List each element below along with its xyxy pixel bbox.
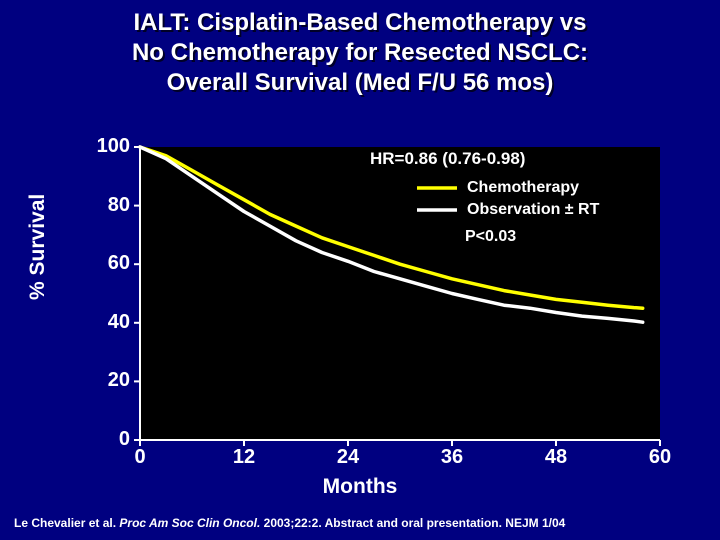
legend-label-obs: Observation ± RT	[467, 201, 599, 219]
x-tick-60: 60	[640, 446, 680, 469]
title-line-2: No Chemotherapy for Resected NSCLC:	[0, 38, 720, 68]
survival-chart: HR=0.86 (0.76-0.98) Chemotherapy Observa…	[70, 145, 670, 475]
x-tick-36: 36	[432, 446, 472, 469]
x-tick-24: 24	[328, 446, 368, 469]
x-tick-12: 12	[224, 446, 264, 469]
citation: Le Chevalier et al. Proc Am Soc Clin Onc…	[14, 516, 565, 530]
citation-suffix: 2003;22:2. Abstract and oral presentatio…	[264, 516, 566, 530]
legend-swatch-obs	[415, 204, 459, 216]
title-line-3: Overall Survival (Med F/U 56 mos)	[0, 68, 720, 98]
citation-italic: Proc Am Soc Clin Oncol.	[119, 516, 263, 530]
slide-title: IALT: Cisplatin-Based Chemotherapy vs No…	[0, 8, 720, 98]
x-tick-0: 0	[120, 446, 160, 469]
y-tick-100: 100	[80, 135, 130, 158]
legend: Chemotherapy Observation ± RT	[415, 177, 599, 221]
hr-annotation: HR=0.86 (0.76-0.98)	[370, 149, 525, 169]
legend-row-chemo: Chemotherapy	[415, 177, 599, 199]
y-tick-60: 60	[80, 252, 130, 275]
slide: IALT: Cisplatin-Based Chemotherapy vs No…	[0, 0, 720, 540]
y-axis-label: % Survival	[26, 194, 50, 300]
title-line-1: IALT: Cisplatin-Based Chemotherapy vs	[0, 8, 720, 38]
y-tick-20: 20	[80, 369, 130, 392]
pvalue-annotation: P<0.03	[465, 228, 516, 246]
citation-prefix: Le Chevalier et al.	[14, 516, 119, 530]
x-axis-label: Months	[0, 475, 720, 499]
y-tick-40: 40	[80, 311, 130, 334]
legend-row-obs: Observation ± RT	[415, 199, 599, 221]
legend-label-chemo: Chemotherapy	[467, 179, 579, 197]
x-tick-48: 48	[536, 446, 576, 469]
y-tick-80: 80	[80, 194, 130, 217]
legend-swatch-chemo	[415, 182, 459, 194]
